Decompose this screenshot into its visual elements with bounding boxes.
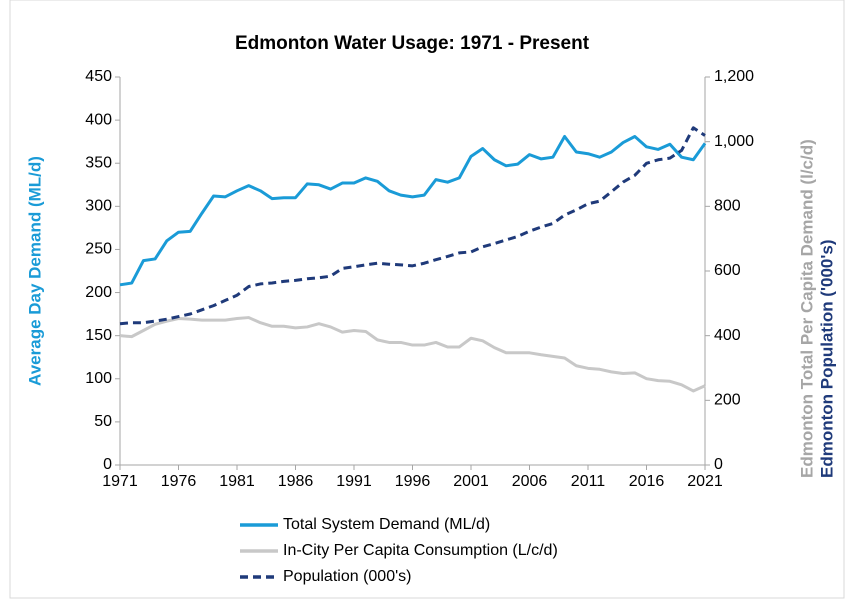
series-line (119, 126, 706, 326)
frame (9, 0, 845, 599)
y2-tick-label: 200 (714, 392, 741, 409)
x-tick-label: 1976 (161, 473, 197, 490)
y2-tick-label: 400 (714, 327, 741, 344)
y-tick-label: 300 (85, 198, 112, 215)
legend-label: In-City Per Capita Consumption (L/c/d) (283, 542, 558, 559)
y2-axis-label: Edmonton Population ('000's) (817, 239, 836, 478)
x-tick-label: 2001 (453, 473, 489, 490)
y-axis-label: Average Day Demand (ML/d) (25, 156, 44, 386)
y-tick-label: 250 (85, 241, 112, 258)
x-tick-label: 1996 (395, 473, 431, 490)
x-tick-label: 1986 (278, 473, 314, 490)
series-line (119, 134, 707, 287)
y-tick-label: 100 (85, 370, 112, 387)
y2-axis-label: Edmonton Total Per Capita Demand (l/c/d) (797, 139, 816, 478)
series-line (119, 316, 706, 393)
x-tick-label: 1991 (336, 473, 372, 490)
x-tick-label: 1981 (219, 473, 255, 490)
y2-tick-label: 600 (714, 262, 741, 279)
y2-tick-label: 800 (714, 198, 741, 215)
y-tick-label: 0 (103, 456, 112, 473)
legend-label: Total System Demand (ML/d) (283, 516, 490, 533)
y2-tick-label: 0 (714, 456, 723, 473)
x-tick-label: 2011 (571, 473, 606, 490)
x-tick-label: 2006 (512, 473, 548, 490)
legend-label: Population (000's) (283, 568, 411, 585)
y-tick-label: 150 (85, 327, 112, 344)
y-tick-label: 400 (85, 111, 112, 128)
y-tick-label: 350 (85, 154, 112, 171)
y2-tick-label: 1,200 (714, 68, 754, 85)
y-tick-label: 50 (94, 413, 112, 430)
x-tick-label: 2016 (629, 473, 665, 490)
y2-tick-label: 1,000 (714, 133, 754, 150)
chart-title: Edmonton Water Usage: 1971 - Present (235, 33, 590, 54)
x-tick-label: 1971 (102, 473, 138, 490)
y-tick-label: 200 (85, 284, 112, 301)
x-tick-label: 2021 (687, 473, 723, 490)
y-tick-label: 450 (85, 68, 112, 85)
